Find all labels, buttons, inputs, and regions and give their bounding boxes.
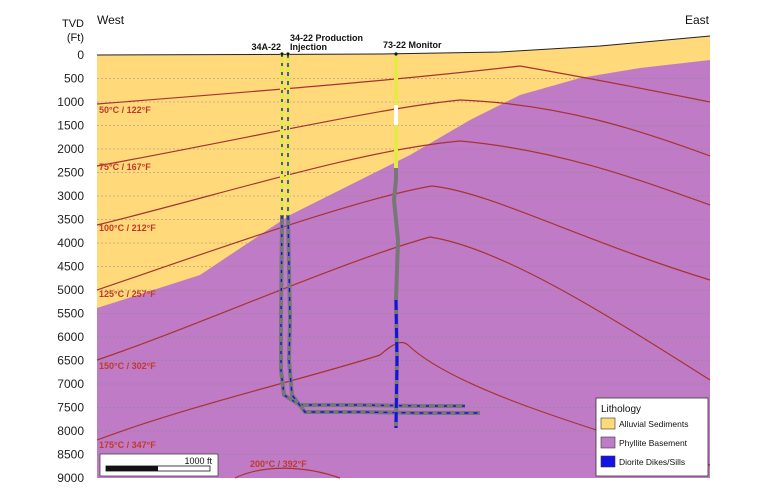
isotherm-label-50c: 50°C / 122°F xyxy=(99,105,151,115)
well-label-34-22-line1: 34-22 Production xyxy=(290,33,363,43)
lithology-legend: Lithology Alluvial Sediments Phyllite Ba… xyxy=(595,397,709,477)
isotherm-175c xyxy=(96,341,711,466)
isotherm-50c xyxy=(96,65,711,105)
isotherm-100c xyxy=(96,140,711,226)
axis-title-line1: TVD xyxy=(62,18,84,30)
legend-label-phyllite: Phyllite Basement xyxy=(619,438,688,448)
legend-swatch-alluvial xyxy=(600,417,616,430)
west-label: West xyxy=(97,13,125,27)
depth-tick-label: 2500 xyxy=(57,166,84,180)
depth-tick-label: 3500 xyxy=(57,213,84,227)
east-label: East xyxy=(685,13,710,27)
depth-tick-label: 6000 xyxy=(57,330,84,344)
depth-tick-label: 2000 xyxy=(57,142,84,156)
legend-title: Lithology xyxy=(601,404,641,415)
legend-swatch-diorite xyxy=(600,455,616,468)
isotherm-label-75c: 75°C / 167°F xyxy=(99,162,151,172)
isotherm-label-150c: 150°C / 302°F xyxy=(99,361,156,371)
depth-tick-label: 5000 xyxy=(57,283,84,297)
phyllite-basement-area xyxy=(97,60,710,478)
depth-tick-label: 8500 xyxy=(57,448,84,462)
depth-tick-label: 4500 xyxy=(57,260,84,274)
wellhead-34-22 xyxy=(286,52,290,56)
well-label-34a-22: 34A-22 xyxy=(251,42,281,52)
wellhead-34a-22 xyxy=(280,52,284,56)
isotherm-label-100c: 100°C / 212°F xyxy=(99,223,156,233)
legend-swatch-phyllite xyxy=(600,436,616,449)
isotherm-label-200c: 200°C / 392°F xyxy=(250,459,307,469)
depth-tick-label: 7500 xyxy=(57,401,84,415)
isotherm-200c xyxy=(234,467,341,479)
scale-bar: 1000 ft xyxy=(99,453,219,477)
wellhead-73-22 xyxy=(394,52,398,56)
depth-tick-label: 7000 xyxy=(57,377,84,391)
legend-label-alluvial: Alluvial Sediments xyxy=(619,419,688,429)
isotherm-curves xyxy=(96,65,711,479)
well-trajectories xyxy=(279,52,480,429)
depth-tick-label: 0 xyxy=(77,48,84,62)
depth-tick-label: 3000 xyxy=(57,189,84,203)
isotherm-label-125c: 125°C / 257°F xyxy=(99,289,156,299)
depth-tick-label: 6500 xyxy=(57,354,84,368)
depth-tick-label: 1000 xyxy=(57,95,84,109)
depth-tick-label: 500 xyxy=(64,72,84,86)
ground-surface-line xyxy=(96,35,711,56)
well-34-22-trajectory xyxy=(286,54,480,415)
depth-tick-label: 9000 xyxy=(57,471,84,485)
axis-title-line2: (Ft) xyxy=(67,32,84,44)
depth-tick-label: 5500 xyxy=(57,307,84,321)
depth-tick-label: 4000 xyxy=(57,236,84,250)
well-label-73-22: 73-22 Monitor xyxy=(383,40,442,50)
well-label-34-22-line2: Injection xyxy=(290,42,327,52)
depth-tick-label: 8000 xyxy=(57,424,84,438)
isotherm-150c xyxy=(96,236,711,381)
isotherm-125c xyxy=(96,185,711,291)
isotherm-label-175c: 175°C / 347°F xyxy=(99,440,156,450)
depth-tick-label: 1500 xyxy=(57,119,84,133)
legend-label-diorite: Diorite Dikes/Sills xyxy=(619,457,685,467)
isotherm-75c xyxy=(96,99,711,167)
scale-bar-label: 1000 ft xyxy=(184,456,212,466)
depth-axis: TVD (Ft) 0 500 1000 1500 2000 2500 3000 … xyxy=(57,18,84,485)
